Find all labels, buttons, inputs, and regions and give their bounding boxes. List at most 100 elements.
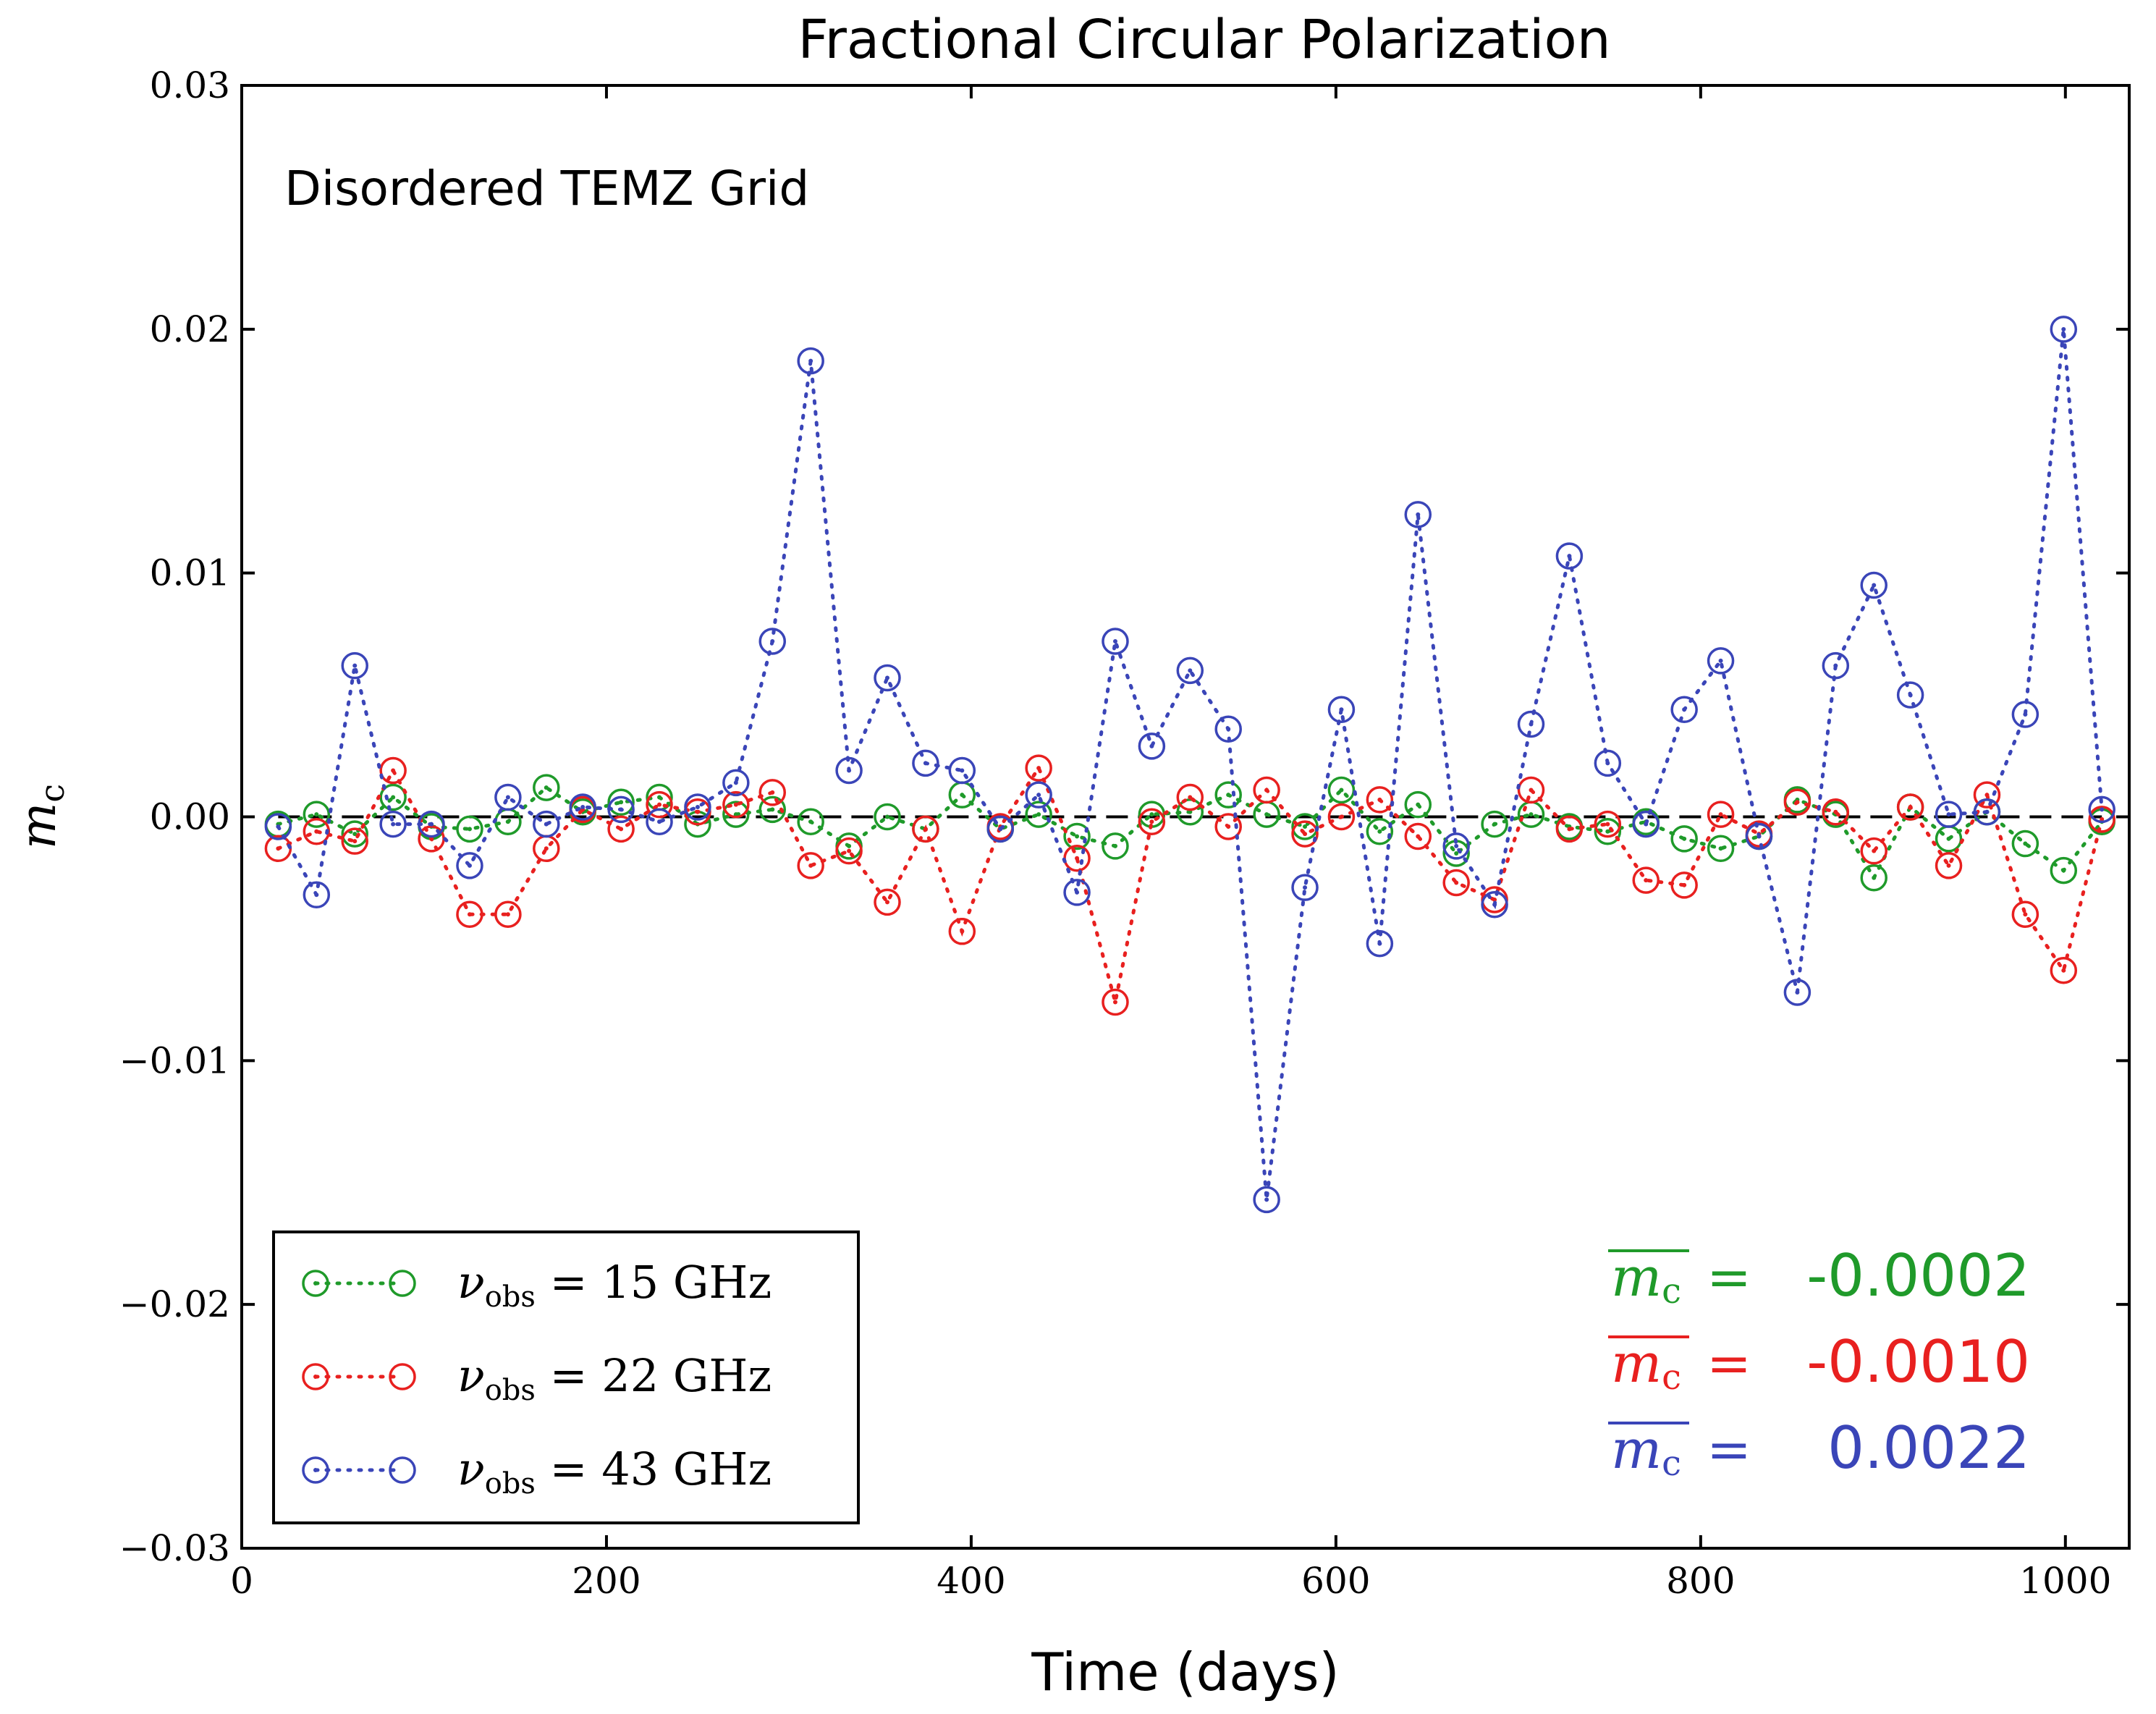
data-point-marker <box>1632 810 1660 838</box>
data-point <box>874 803 901 831</box>
series-layer <box>264 316 2115 1214</box>
data-point-marker <box>948 756 976 785</box>
data-point <box>2050 956 2078 984</box>
mean-symbol: mc <box>1611 1333 1681 1398</box>
mean-symbol: mc <box>1611 1246 1681 1312</box>
data-point-marker <box>494 783 522 811</box>
mean-symbol-sub: c <box>1662 1271 1681 1312</box>
data-point-center <box>429 822 434 827</box>
data-point-marker <box>835 756 863 785</box>
data-point-center <box>1036 793 1041 798</box>
y-axis-label-sub: c <box>33 784 72 803</box>
data-point-center <box>808 358 813 363</box>
mean-symbol: mc <box>1611 1419 1681 1484</box>
x-tick-label: 600 <box>1301 1560 1370 1602</box>
data-point-center <box>1946 863 1951 868</box>
data-point <box>1632 866 1660 894</box>
data-point-center <box>1908 805 1913 810</box>
legend-symbol: ν <box>457 1349 485 1402</box>
data-point-center <box>1112 1000 1117 1005</box>
legend-marker <box>302 1456 329 1484</box>
x-axis: 0 200 400 600 800 1000 <box>230 85 2111 1602</box>
data-point <box>1555 815 1584 843</box>
data-point <box>1935 825 1963 853</box>
data-point-marker <box>1783 979 1812 1006</box>
data-point <box>758 779 787 806</box>
data-point <box>1214 781 1242 809</box>
data-point <box>1253 801 1280 828</box>
data-point-center <box>1984 793 1990 798</box>
data-point <box>1327 803 1356 831</box>
data-point-center <box>1833 663 1838 668</box>
data-point <box>456 815 483 843</box>
data-point-center <box>619 827 624 832</box>
data-point-center <box>770 807 775 812</box>
data-point-marker <box>1517 710 1545 738</box>
data-point <box>1327 776 1356 804</box>
data-point-center <box>1075 890 1080 895</box>
data-point <box>1253 1186 1280 1214</box>
data-point <box>1822 651 1850 680</box>
legend-marker <box>302 1270 329 1297</box>
data-point-marker <box>758 795 787 824</box>
data-point <box>456 852 483 879</box>
data-point-center <box>1036 766 1041 771</box>
data-point <box>1896 681 1924 709</box>
svg-text:mc: mc <box>10 784 72 849</box>
data-point <box>1517 710 1545 738</box>
data-point-center <box>1377 941 1382 946</box>
data-point <box>1404 501 1432 528</box>
data-point-marker <box>1291 820 1319 848</box>
data-point <box>722 769 750 797</box>
y-axis: −0.03 −0.02 −0.01 0.00 0.01 0.02 0.03 <box>119 64 2129 1569</box>
data-point-marker <box>1366 929 1394 958</box>
y-tick-label: 0.03 <box>150 64 230 106</box>
data-point-marker <box>722 769 750 797</box>
chart-title: Fractional Circular Polarization <box>798 9 1610 71</box>
mean-value-22-ghz: mc = -0.0010 <box>1608 1328 2030 1398</box>
data-point-center <box>1303 824 1308 829</box>
series-43-ghz <box>264 316 2115 1214</box>
data-point-center <box>657 795 662 800</box>
data-point <box>1138 733 1166 760</box>
series-22-ghz <box>264 754 2115 1016</box>
x-tick-label: 1000 <box>2019 1560 2111 1602</box>
series-line <box>276 329 2104 1200</box>
data-point <box>2011 701 2039 728</box>
data-point <box>797 808 824 835</box>
data-point-center <box>1567 554 1572 559</box>
data-point <box>2088 795 2115 824</box>
data-point-marker <box>1707 647 1735 675</box>
data-point <box>1366 817 1394 845</box>
x-tick-label: 200 <box>572 1560 641 1602</box>
data-point <box>1896 793 1924 821</box>
data-point-marker <box>835 837 863 865</box>
data-point-center <box>1946 812 1951 817</box>
data-point-marker <box>646 790 673 819</box>
mean-number: -0.0002 <box>1806 1242 2030 1309</box>
data-point-center <box>1454 880 1459 885</box>
data-point-center <box>1264 812 1269 817</box>
data-point-marker <box>797 852 824 879</box>
data-point <box>1291 874 1319 901</box>
data-point-center <box>1492 822 1497 827</box>
y-axis-label: mc <box>10 784 72 849</box>
data-point-marker <box>1517 776 1545 804</box>
data-point-marker <box>1025 754 1052 782</box>
data-point-center <box>733 812 738 817</box>
data-point <box>1594 810 1622 838</box>
data-point <box>264 813 292 840</box>
data-point-center <box>1416 802 1421 807</box>
data-point-marker <box>1253 776 1280 804</box>
data-point <box>456 900 483 928</box>
data-point <box>986 815 1014 843</box>
data-point <box>1822 798 1850 826</box>
mean-equals: = <box>1707 1333 1751 1395</box>
data-point-center <box>1529 812 1534 817</box>
data-point <box>1517 801 1545 828</box>
data-point <box>1707 835 1735 863</box>
data-point-marker <box>1594 810 1622 838</box>
data-point <box>418 825 445 853</box>
